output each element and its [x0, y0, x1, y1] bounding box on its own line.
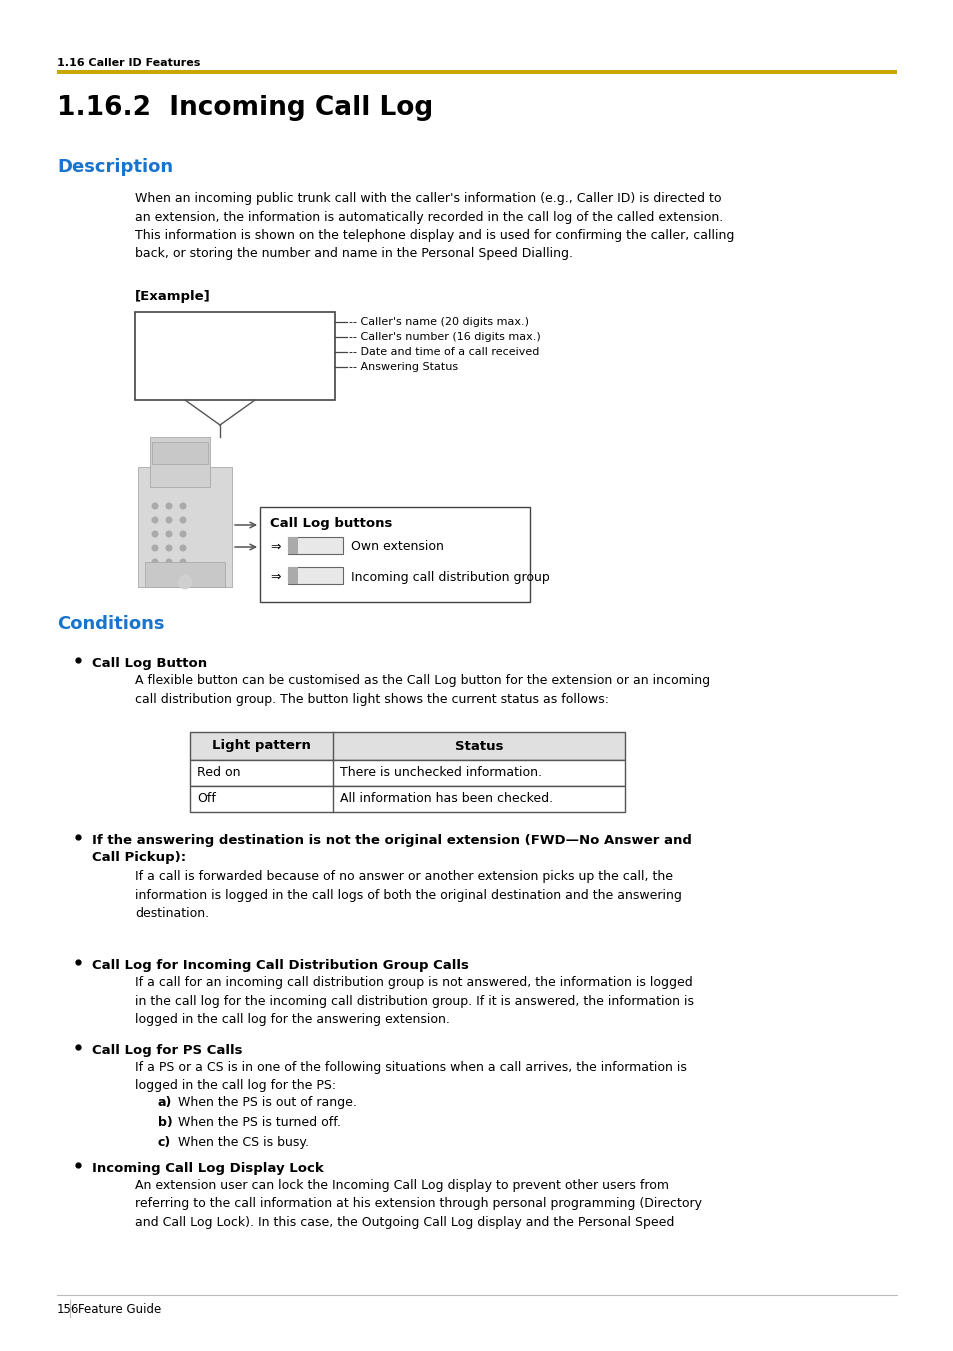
- Text: An extension user can lock the Incoming Call Log display to prevent other users : An extension user can lock the Incoming …: [135, 1179, 701, 1229]
- Text: If a call for an incoming call distribution group is not answered, the informati: If a call for an incoming call distribut…: [135, 975, 693, 1025]
- Bar: [145, 562, 225, 586]
- Text: -- Caller's name (20 digits max.): -- Caller's name (20 digits max.): [349, 317, 529, 327]
- Circle shape: [179, 544, 186, 551]
- Circle shape: [165, 503, 172, 509]
- Bar: [288, 567, 343, 584]
- Text: If a call is forwarded because of no answer or another extension picks up the ca: If a call is forwarded because of no ans…: [135, 870, 681, 920]
- Text: b): b): [158, 1116, 172, 1129]
- Text: 1.16.2  Incoming Call Log: 1.16.2 Incoming Call Log: [57, 95, 433, 122]
- Bar: [150, 436, 210, 486]
- Text: ⇒: ⇒: [270, 540, 280, 554]
- Text: -- Date and time of a call received: -- Date and time of a call received: [349, 347, 538, 357]
- Text: Conditions: Conditions: [57, 615, 164, 634]
- Circle shape: [165, 558, 172, 566]
- Text: Incoming Call Log Display Lock: Incoming Call Log Display Lock: [91, 1162, 323, 1175]
- Text: When an incoming public trunk call with the caller's information (e.g., Caller I: When an incoming public trunk call with …: [135, 192, 734, 261]
- Text: Off: Off: [196, 793, 215, 805]
- Circle shape: [152, 544, 158, 551]
- Bar: [288, 536, 297, 554]
- Bar: [260, 507, 530, 603]
- Circle shape: [165, 531, 172, 538]
- Text: If the answering destination is not the original extension (FWD—No Answer and
Ca: If the answering destination is not the …: [91, 834, 691, 865]
- Bar: [288, 567, 297, 584]
- Bar: [190, 786, 624, 812]
- Text: a): a): [158, 1096, 172, 1109]
- Text: -- Answering Status: -- Answering Status: [349, 362, 457, 372]
- Circle shape: [165, 544, 172, 551]
- Circle shape: [152, 516, 158, 523]
- Circle shape: [165, 516, 172, 523]
- Text: Call Log for Incoming Call Distribution Group Calls: Call Log for Incoming Call Distribution …: [91, 959, 468, 971]
- Text: All information has been checked.: All information has been checked.: [339, 793, 553, 805]
- Circle shape: [152, 531, 158, 538]
- Text: Status: Status: [455, 739, 503, 753]
- Text: When the PS is out of range.: When the PS is out of range.: [178, 1096, 356, 1109]
- Bar: [288, 536, 343, 554]
- Text: When the PS is turned off.: When the PS is turned off.: [178, 1116, 340, 1129]
- Circle shape: [179, 516, 186, 523]
- Bar: [190, 761, 624, 786]
- Bar: [152, 442, 208, 463]
- Text: Call Log for PS Calls: Call Log for PS Calls: [91, 1044, 242, 1056]
- Text: Incoming call distribution group: Incoming call distribution group: [351, 570, 549, 584]
- Text: 1.16 Caller ID Features: 1.16 Caller ID Features: [57, 58, 200, 68]
- Circle shape: [179, 531, 186, 538]
- Circle shape: [178, 576, 192, 589]
- Bar: [135, 312, 335, 400]
- Text: Feature Guide: Feature Guide: [78, 1302, 161, 1316]
- Text: Call Log buttons: Call Log buttons: [270, 517, 392, 530]
- Text: There is unchecked information.: There is unchecked information.: [339, 766, 541, 780]
- Text: Light pattern: Light pattern: [212, 739, 310, 753]
- Text: ⇒: ⇒: [270, 570, 280, 584]
- Bar: [57, 70, 896, 74]
- Circle shape: [179, 503, 186, 509]
- Text: Call Log Button: Call Log Button: [91, 657, 207, 670]
- Text: 156: 156: [57, 1302, 79, 1316]
- Text: -- Caller's number (16 digits max.): -- Caller's number (16 digits max.): [349, 332, 540, 342]
- Text: Description: Description: [57, 158, 172, 176]
- Circle shape: [152, 558, 158, 566]
- Text: [Example]: [Example]: [135, 290, 211, 303]
- Text: When the CS is busy.: When the CS is busy.: [178, 1136, 309, 1148]
- Text: A flexible button can be customised as the Call Log button for the extension or : A flexible button can be customised as t…: [135, 674, 709, 705]
- Text: Red on: Red on: [196, 766, 240, 780]
- Text: Own extension: Own extension: [351, 540, 443, 554]
- Circle shape: [179, 558, 186, 566]
- Text: c): c): [158, 1136, 172, 1148]
- Bar: [190, 732, 624, 761]
- Text: If a PS or a CS is in one of the following situations when a call arrives, the i: If a PS or a CS is in one of the followi…: [135, 1061, 686, 1093]
- Circle shape: [152, 503, 158, 509]
- Bar: [138, 467, 232, 586]
